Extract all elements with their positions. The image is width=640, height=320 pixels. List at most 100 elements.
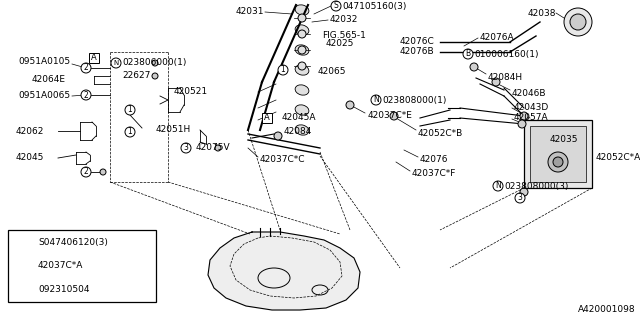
Text: 42037C*E: 42037C*E — [368, 111, 413, 121]
Circle shape — [548, 152, 568, 172]
Text: 42045A: 42045A — [282, 114, 317, 123]
Text: 42046B: 42046B — [512, 89, 547, 98]
Circle shape — [125, 127, 135, 137]
Text: B: B — [465, 50, 470, 59]
Text: A: A — [91, 53, 97, 62]
Circle shape — [14, 235, 28, 249]
Circle shape — [331, 1, 341, 11]
Circle shape — [390, 112, 398, 120]
Text: 42043D: 42043D — [514, 102, 549, 111]
Text: 1: 1 — [127, 106, 132, 115]
Text: 2: 2 — [19, 261, 24, 270]
FancyBboxPatch shape — [262, 113, 272, 123]
Text: 42076B: 42076B — [400, 46, 435, 55]
Ellipse shape — [295, 25, 309, 35]
Text: 2: 2 — [84, 167, 88, 177]
Circle shape — [298, 30, 306, 38]
Circle shape — [371, 95, 381, 105]
Text: S: S — [333, 2, 339, 11]
Text: 42076C: 42076C — [400, 37, 435, 46]
Text: 42052C*B: 42052C*B — [418, 129, 463, 138]
Text: N: N — [113, 60, 118, 66]
Text: 42032: 42032 — [330, 15, 358, 25]
Text: 0951A0065: 0951A0065 — [18, 92, 70, 100]
Text: 420521: 420521 — [174, 87, 208, 97]
Circle shape — [14, 283, 28, 297]
Circle shape — [520, 112, 528, 120]
Text: 42062: 42062 — [16, 126, 44, 135]
Text: 2: 2 — [84, 63, 88, 73]
Circle shape — [570, 14, 586, 30]
Text: 42075V: 42075V — [196, 143, 230, 153]
Text: N: N — [373, 95, 379, 105]
Text: A420001098: A420001098 — [579, 305, 636, 314]
Ellipse shape — [295, 5, 309, 15]
Circle shape — [125, 105, 135, 115]
Circle shape — [298, 46, 306, 54]
Circle shape — [463, 49, 473, 59]
Text: 023808000(1): 023808000(1) — [382, 95, 446, 105]
Circle shape — [515, 193, 525, 203]
Text: 42052C*A: 42052C*A — [596, 154, 640, 163]
Text: 0951A0105: 0951A0105 — [18, 58, 70, 67]
Text: 3: 3 — [518, 194, 522, 203]
Text: 42035: 42035 — [550, 135, 579, 145]
Text: 010006160(1): 010006160(1) — [474, 50, 538, 59]
Ellipse shape — [295, 45, 309, 55]
Circle shape — [346, 101, 354, 109]
Ellipse shape — [295, 65, 309, 75]
Circle shape — [298, 62, 306, 70]
FancyBboxPatch shape — [524, 120, 592, 188]
Text: 42051H: 42051H — [156, 125, 191, 134]
Circle shape — [520, 188, 528, 196]
Circle shape — [493, 181, 503, 191]
Circle shape — [111, 58, 121, 68]
Ellipse shape — [295, 105, 309, 115]
Text: FIG.565-1: FIG.565-1 — [322, 31, 366, 41]
Text: 3: 3 — [19, 285, 24, 294]
FancyBboxPatch shape — [8, 230, 156, 302]
Circle shape — [81, 90, 91, 100]
Text: S047406120(3): S047406120(3) — [38, 237, 108, 246]
Text: 42037C*C: 42037C*C — [260, 156, 305, 164]
FancyBboxPatch shape — [530, 126, 586, 182]
Circle shape — [152, 60, 158, 66]
Circle shape — [215, 145, 221, 151]
Circle shape — [518, 120, 526, 128]
Polygon shape — [208, 232, 360, 310]
Circle shape — [152, 73, 158, 79]
Circle shape — [14, 259, 28, 273]
Circle shape — [181, 143, 191, 153]
FancyBboxPatch shape — [89, 53, 99, 63]
Circle shape — [81, 167, 91, 177]
Text: 42076A: 42076A — [480, 34, 515, 43]
Text: 1: 1 — [19, 237, 24, 246]
Circle shape — [492, 78, 500, 86]
Circle shape — [100, 169, 106, 175]
Text: 42065: 42065 — [318, 68, 346, 76]
Text: 22627: 22627 — [122, 71, 150, 81]
Text: 42037C*F: 42037C*F — [412, 170, 456, 179]
Ellipse shape — [295, 85, 309, 95]
Text: 42084H: 42084H — [488, 73, 523, 82]
Ellipse shape — [295, 125, 309, 135]
Text: 1: 1 — [127, 127, 132, 137]
Circle shape — [564, 8, 592, 36]
Text: 42045: 42045 — [16, 154, 44, 163]
Text: 047105160(3): 047105160(3) — [342, 2, 406, 11]
Circle shape — [81, 63, 91, 73]
Text: 092310504: 092310504 — [38, 285, 90, 294]
Text: 42025: 42025 — [326, 39, 355, 49]
Text: N: N — [495, 181, 501, 190]
Circle shape — [470, 63, 478, 71]
Text: 42084: 42084 — [284, 127, 312, 137]
Text: 1: 1 — [280, 66, 285, 75]
Text: 023808000(3): 023808000(3) — [504, 181, 568, 190]
Text: 2: 2 — [84, 91, 88, 100]
Circle shape — [274, 132, 282, 140]
Circle shape — [278, 65, 288, 75]
Text: 42064E: 42064E — [32, 75, 66, 84]
Text: 42031: 42031 — [236, 7, 264, 17]
Text: 3: 3 — [184, 143, 188, 153]
Circle shape — [553, 157, 563, 167]
